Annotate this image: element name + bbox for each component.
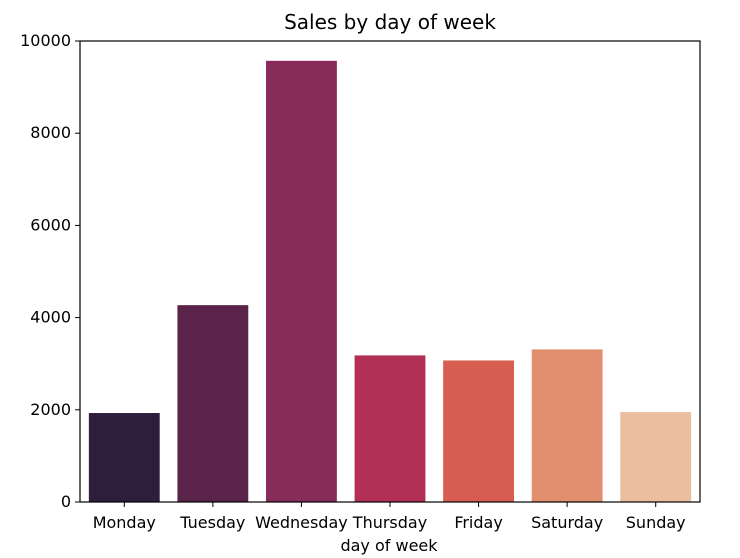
x-tick-label: Monday [93,513,156,532]
bar-thursday [355,355,426,502]
bar-sunday [620,412,691,502]
y-tick-label: 6000 [30,215,71,234]
x-tick-label: Wednesday [255,513,348,532]
y-tick-label: 10000 [20,31,71,50]
bar-friday [443,360,514,502]
bar-monday [89,413,160,502]
x-tick-label: Tuesday [179,513,245,532]
x-tick-label: Friday [454,513,503,532]
y-tick-label: 0 [61,492,71,511]
y-tick-label: 8000 [30,123,71,142]
x-tick-label: Saturday [531,513,603,532]
y-axis: 0 2000 4000 6000 8000 10000 [20,31,80,511]
y-tick-label: 4000 [30,308,71,327]
x-tick-label: Thursday [352,513,427,532]
x-axis-label: day of week [340,536,438,555]
bars-group [89,61,691,502]
chart-title: Sales by day of week [284,10,496,34]
bar-wednesday [266,61,337,502]
bar-tuesday [177,305,248,502]
y-tick-label: 2000 [30,400,71,419]
x-tick-label: Sunday [626,513,686,532]
bar-saturday [532,349,603,502]
x-axis: Monday Tuesday Wednesday Thursday Friday Satu… [93,502,686,532]
